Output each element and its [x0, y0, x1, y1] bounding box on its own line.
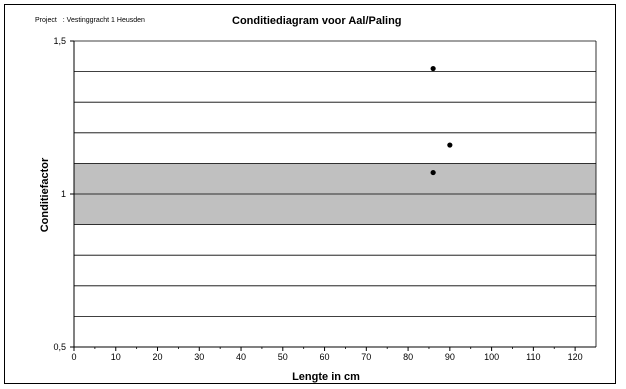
x-tick-label: 110: [526, 352, 540, 362]
x-tick-label: 120: [568, 352, 583, 362]
x-axis-title: Lengte in cm: [292, 371, 360, 383]
x-tick-label: 50: [278, 352, 288, 362]
y-tick-label: 0,5: [53, 342, 66, 352]
chart-title: Conditiediagram voor Aal/Paling: [232, 15, 402, 27]
y-axis-title: Conditiefactor: [39, 157, 51, 232]
x-tick-label: 30: [194, 352, 204, 362]
data-point: [430, 65, 436, 72]
data-point: [430, 169, 436, 176]
x-tick-label: 10: [111, 352, 121, 362]
x-tick-label: 70: [361, 352, 371, 362]
x-tick-label: 80: [403, 352, 413, 362]
x-tick-label: 60: [320, 352, 330, 362]
y-tick-label: 1: [61, 189, 66, 199]
x-tick-label: 0: [71, 352, 76, 362]
x-tick-label: 100: [484, 352, 499, 362]
x-tick-label: 90: [445, 352, 455, 362]
data-point: [447, 142, 453, 148]
x-tick-label: 20: [153, 352, 163, 362]
project-info: Project : Vestinggracht 1 Heusden: [35, 17, 145, 24]
project-label: Project: [35, 17, 57, 24]
x-tick-label: 40: [236, 352, 246, 362]
y-tick-label: 1,5: [53, 36, 66, 46]
project-value: : Vestinggracht 1 Heusden: [62, 17, 145, 24]
